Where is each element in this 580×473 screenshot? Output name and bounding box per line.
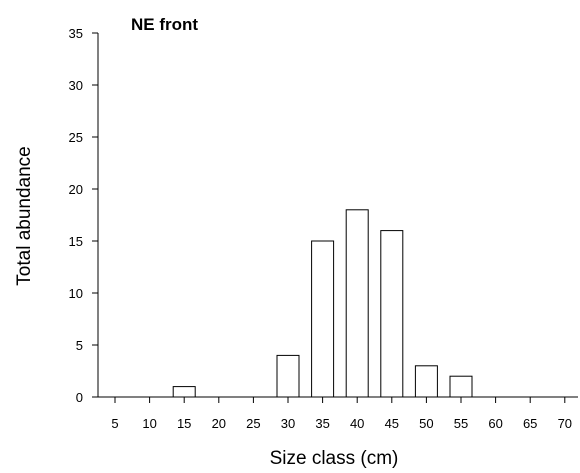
x-tick-label: 15: [177, 416, 191, 431]
bar: [276, 354, 300, 398]
x-tick-label: 50: [419, 416, 433, 431]
y-axis-ticks: 0 5 10 15 20 25 30 35: [69, 26, 98, 405]
x-tick-label: 20: [212, 416, 226, 431]
bar: [345, 209, 369, 398]
x-tick-label: 5: [111, 416, 118, 431]
x-tick-label: 10: [142, 416, 156, 431]
x-tick-label: 25: [246, 416, 260, 431]
bar: [414, 365, 438, 398]
x-tick-label: 55: [454, 416, 468, 431]
bar: [172, 386, 196, 398]
y-tick-label: 30: [69, 78, 83, 93]
x-tick-label: 40: [350, 416, 364, 431]
y-tick-label: 10: [69, 286, 83, 301]
x-tick-label: 45: [385, 416, 399, 431]
y-tick-label: 0: [76, 390, 83, 405]
y-tick-label: 20: [69, 182, 83, 197]
x-axis-ticks: 5 10 15 20 25 30 35 40 45 50 55 60 65 70: [111, 397, 572, 431]
chart-title: NE front: [131, 15, 198, 34]
bar: [449, 375, 473, 398]
x-tick-label: 35: [315, 416, 329, 431]
y-tick-label: 25: [69, 130, 83, 145]
bar-series: [172, 209, 473, 398]
x-tick-label: 30: [281, 416, 295, 431]
y-tick-label: 15: [69, 234, 83, 249]
y-tick-label: 5: [76, 338, 83, 353]
x-tick-label: 65: [523, 416, 537, 431]
bar: [311, 240, 335, 398]
x-tick-label: 60: [488, 416, 502, 431]
bar: [380, 230, 404, 398]
y-tick-label: 35: [69, 26, 83, 41]
y-axis-label: Total abundance: [14, 146, 35, 285]
x-tick-label: 70: [558, 416, 572, 431]
x-axis-label: Size class (cm): [270, 448, 399, 469]
